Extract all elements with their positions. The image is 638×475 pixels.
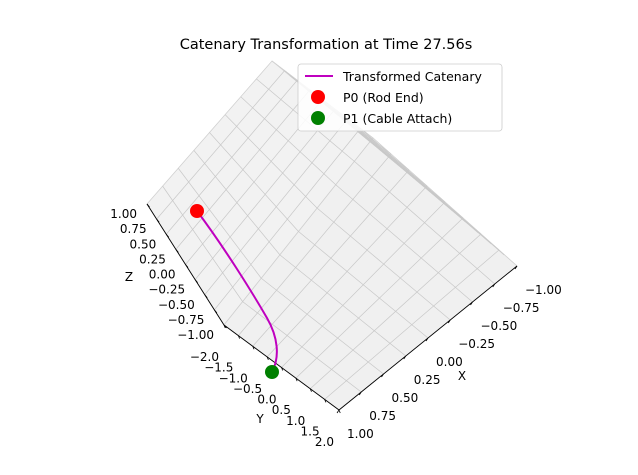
- z-tick-mark: [185, 264, 189, 268]
- y-tick-label: 1.0: [286, 414, 305, 428]
- legend-label-catenary: Transformed Catenary: [342, 69, 482, 84]
- y-tick-mark: [238, 335, 240, 339]
- x-tick-label: −0.75: [503, 301, 540, 315]
- y-tick-label: 2.0: [315, 435, 334, 449]
- y-tick-label: 1.5: [301, 424, 320, 438]
- x-tick-label: −0.25: [458, 337, 495, 351]
- z-tick-mark: [175, 249, 179, 253]
- y-tick-label: 0.0: [257, 393, 276, 407]
- floor-grid-x-2: [261, 277, 384, 375]
- y-tick-mark: [252, 346, 255, 350]
- back-grid-y-5: [193, 150, 281, 256]
- x-tick-label: 0.75: [369, 409, 396, 423]
- back-grid-y-3: [224, 114, 318, 209]
- x-tick-label: −0.50: [481, 319, 518, 333]
- p0-rod-end-point: [190, 204, 204, 218]
- z-tick-mark: [204, 294, 208, 299]
- y-axis-label: Y: [255, 412, 264, 426]
- x-tick-label: −1.00: [525, 283, 562, 297]
- y-tick-label: −0.5: [233, 382, 262, 396]
- x-tick-mark: [492, 283, 496, 288]
- legend: Transformed Catenary P0 (Rod End) P1 (Ca…: [297, 63, 503, 132]
- x-tick-label: 0.00: [436, 355, 463, 369]
- back-grid-y-2: [240, 96, 336, 186]
- x-tick-label: 0.25: [414, 373, 441, 387]
- right-grid-z-7: [360, 128, 505, 256]
- z-tick-mark: [214, 309, 218, 314]
- y-tick-mark: [309, 388, 312, 392]
- floor-grid-x-1: [242, 301, 362, 393]
- right-grid-z-6: [347, 118, 492, 245]
- y-tick-label: 0.5: [272, 403, 291, 417]
- z-tick-label: 0.75: [120, 222, 147, 236]
- x-tick-mark: [447, 319, 451, 324]
- x-tick-mark: [403, 355, 407, 360]
- x-tick-label: 1.00: [347, 427, 374, 441]
- y-tick-label: −1.0: [219, 371, 248, 385]
- z-tick-label: 0.50: [130, 237, 157, 251]
- x-tick-mark: [514, 265, 518, 270]
- legend-red-marker: [311, 90, 325, 104]
- floor-grid-x-7: [354, 161, 495, 285]
- legend-green-marker: [311, 111, 325, 125]
- x-tick-mark: [358, 391, 362, 396]
- y-tick-labels: −2.0−1.5−1.0−0.50.00.51.01.52.0: [190, 324, 341, 449]
- z-tick-label: −0.25: [148, 283, 185, 297]
- x-axis-label: X: [458, 369, 466, 383]
- z-tick-label: 0.25: [139, 252, 166, 266]
- y-tick-mark: [281, 367, 284, 371]
- z-tick-mark: [146, 203, 150, 208]
- x-tick-labels: −1.00 −0.75 −0.50 −0.25 0.00 0.25 0.50 0.75 1.00: [336, 265, 562, 441]
- back-grid-y-7: [162, 185, 243, 302]
- p1-cable-attach-point: [265, 365, 279, 379]
- floor-grid-x-6: [335, 184, 473, 303]
- z-tick-label: 0.00: [149, 268, 176, 282]
- z-tick-mark: [156, 218, 160, 223]
- chart-title: Catenary Transformation at Time 27.56s: [180, 37, 473, 53]
- legend-label-p1: P1 (Cable Attach): [343, 111, 452, 126]
- floor-grid-x-4: [298, 231, 429, 339]
- y-tick-label: −2.0: [190, 350, 219, 364]
- z-tick-labels: 1.000.750.500.25 0.00−0.25−0.50−0.75−1.00: [110, 203, 227, 342]
- z-tick-label: −0.50: [158, 298, 195, 312]
- x-tick-mark: [470, 301, 473, 306]
- y-tick-label: −1.5: [204, 361, 233, 375]
- z-tick-label: −0.75: [168, 313, 205, 327]
- catenary-line: [196, 210, 278, 373]
- legend-label-p0: P0 (Rod End): [343, 90, 424, 105]
- legend-box: [297, 63, 503, 132]
- y-tick-mark: [266, 356, 269, 361]
- floor-grid-x-5: [316, 207, 451, 321]
- x-tick-mark: [381, 373, 384, 378]
- x-tick-mark: [425, 337, 429, 342]
- y-tick-mark: [338, 409, 341, 414]
- y-tick-mark: [324, 399, 327, 403]
- back-grid-y-4: [209, 132, 299, 232]
- floor-grid-x-3: [279, 254, 406, 357]
- x-tick-mark: [336, 409, 340, 414]
- x-tick-label: 0.50: [392, 391, 419, 405]
- y-tick-mark: [223, 324, 226, 329]
- z-tick-mark: [194, 279, 198, 283]
- z-tick-mark: [165, 233, 170, 238]
- y-tick-mark: [295, 377, 298, 382]
- z-tick-label: 1.00: [110, 207, 137, 221]
- back-grid-y-6: [177, 168, 262, 279]
- z-tick-label: −1.00: [177, 328, 214, 342]
- z-axis-label: Z: [125, 270, 133, 284]
